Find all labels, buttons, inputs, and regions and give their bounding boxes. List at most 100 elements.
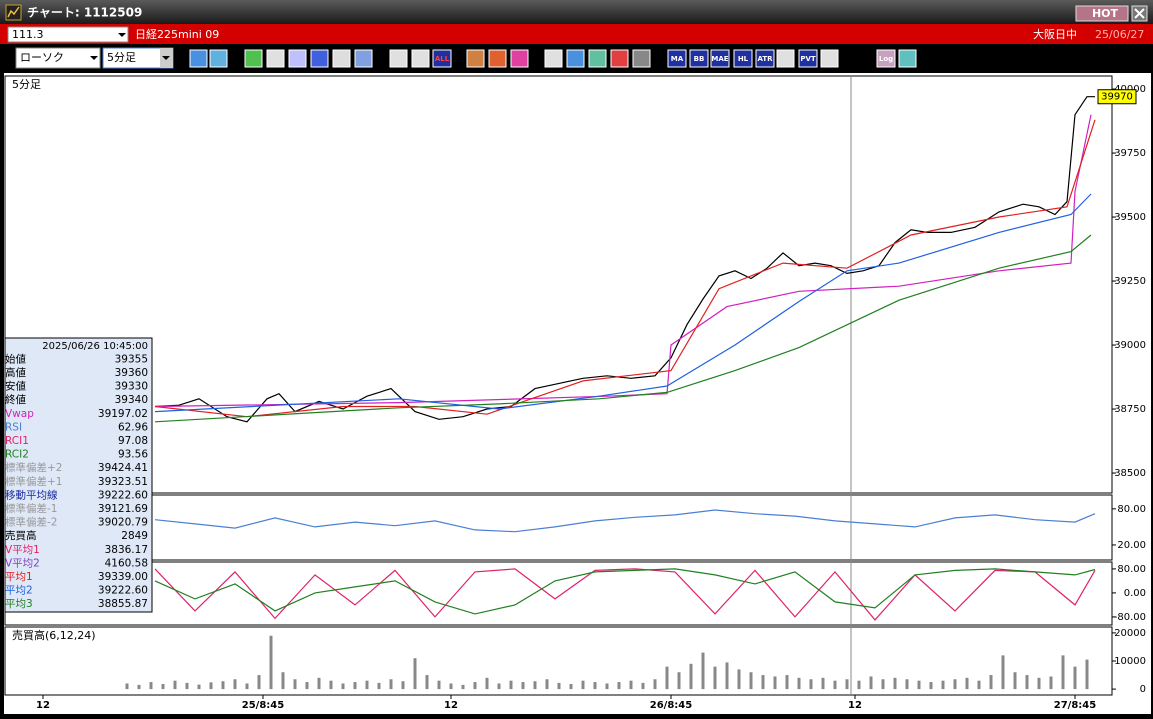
chart-type-select[interactable]: [15, 47, 101, 69]
tool-button[interactable]: [898, 49, 917, 68]
panel-label: 5分足: [12, 78, 41, 91]
tool-button[interactable]: [266, 49, 285, 68]
dropdown-arrow: [90, 56, 98, 60]
series-line: [154, 119, 1096, 418]
tool-button[interactable]: [710, 49, 730, 68]
tool-button[interactable]: [588, 49, 607, 68]
code-input[interactable]: [7, 26, 129, 43]
y-tick-label: 0: [1140, 684, 1146, 695]
tool-button[interactable]: [310, 49, 329, 68]
tool-button-label[interactable]: PVT: [800, 55, 816, 63]
volume-bar: [245, 683, 249, 690]
volume-bar: [1013, 672, 1017, 690]
info-value: 2849: [121, 530, 148, 542]
tool-button[interactable]: [544, 49, 563, 68]
tool-button[interactable]: [632, 49, 651, 68]
y-tick-label: 10000: [1114, 656, 1146, 667]
hot-label[interactable]: HOT: [1092, 7, 1119, 20]
tool-button[interactable]: [389, 49, 408, 68]
tool-button[interactable]: [488, 49, 507, 68]
instrument-name: 日経225mini 09: [135, 28, 219, 41]
tool-button[interactable]: [610, 49, 629, 68]
tool-button-label[interactable]: ALL: [435, 55, 450, 63]
info-label: 平均2: [5, 585, 33, 597]
tool-button[interactable]: [244, 49, 263, 68]
volume-bar: [833, 680, 837, 690]
tool-button-label[interactable]: HL: [738, 55, 749, 63]
tool-button[interactable]: [466, 49, 485, 68]
interval[interactable]: 5分足: [107, 51, 136, 64]
hot-button[interactable]: [1075, 5, 1129, 22]
tool-button[interactable]: [876, 49, 896, 68]
tool-button[interactable]: [432, 49, 452, 68]
info-value: 39222.60: [98, 489, 148, 501]
volume-bar: [437, 680, 441, 690]
tool-button[interactable]: [776, 49, 795, 68]
y-tick-label: 39000: [1114, 340, 1146, 351]
tool-button[interactable]: [820, 49, 839, 68]
volume-bar: [341, 683, 345, 690]
date: 25/06/27: [1095, 28, 1144, 41]
volume-bar: [701, 652, 705, 690]
tool-button[interactable]: [667, 49, 687, 68]
volume-bar: [725, 662, 729, 690]
code-text[interactable]: 111.3: [12, 28, 44, 41]
volume-bar: [929, 682, 933, 690]
volume-bar: [257, 675, 261, 690]
volume-bar: [917, 680, 921, 690]
panel-label: 売買高(6,12,24): [12, 628, 96, 642]
volume-bar: [845, 679, 849, 690]
tool-button[interactable]: [288, 49, 307, 68]
tool-button[interactable]: [798, 49, 818, 68]
tool-button-label[interactable]: MA: [671, 55, 684, 63]
y-tick-label: 80.00: [1117, 564, 1146, 575]
volume-bar: [449, 683, 453, 690]
volume-bar: [209, 682, 213, 690]
tool-button[interactable]: [411, 49, 430, 68]
volume-bar: [281, 672, 285, 690]
info-value: 39339.00: [98, 571, 148, 583]
info-label: 始値: [5, 352, 26, 365]
tool-button-label[interactable]: ATR: [757, 55, 773, 63]
volume-bar: [293, 679, 297, 690]
tool-button[interactable]: [510, 49, 529, 68]
volume-bar: [137, 684, 141, 690]
volume-bar: [761, 675, 765, 690]
volume-bar: [665, 666, 669, 690]
info-label: Vwap: [5, 408, 34, 420]
info-label: 平均1: [5, 571, 33, 583]
tool-button[interactable]: [689, 49, 709, 68]
volume-bar: [641, 682, 645, 690]
info-value: 3836.17: [105, 544, 148, 556]
volume-bar: [425, 675, 429, 690]
chart-type[interactable]: ローソク: [20, 51, 64, 64]
volume-bar: [377, 682, 381, 690]
tool-button[interactable]: [354, 49, 373, 68]
title-bar: [0, 0, 1153, 24]
y-tick-label: 39250: [1114, 276, 1146, 287]
volume-bar: [989, 675, 993, 690]
tool-button-label[interactable]: MAE: [711, 55, 728, 63]
x-tick-label: 27/8:45: [1054, 700, 1096, 711]
volume-bar: [809, 679, 813, 690]
volume-bar: [821, 677, 825, 690]
tool-button[interactable]: [733, 49, 753, 68]
tool-button[interactable]: [566, 49, 585, 68]
tool-button-label[interactable]: Log: [879, 55, 893, 63]
tool-button[interactable]: [332, 49, 351, 68]
series-line: [154, 509, 1096, 533]
tool-button-label[interactable]: BB: [694, 55, 705, 63]
volume-bar: [593, 682, 597, 690]
tool-button[interactable]: [209, 49, 228, 68]
tool-button[interactable]: [755, 49, 775, 68]
volume-bar: [953, 679, 957, 690]
tool-button[interactable]: [189, 49, 208, 68]
y-tick-label: -80.00: [1114, 612, 1146, 623]
code-dropdown[interactable]: [118, 33, 126, 37]
info-label: 平均3: [5, 598, 33, 610]
info-value: 39020.79: [98, 517, 148, 529]
volume-bar: [1001, 655, 1005, 690]
info-label: V平均2: [5, 557, 40, 569]
